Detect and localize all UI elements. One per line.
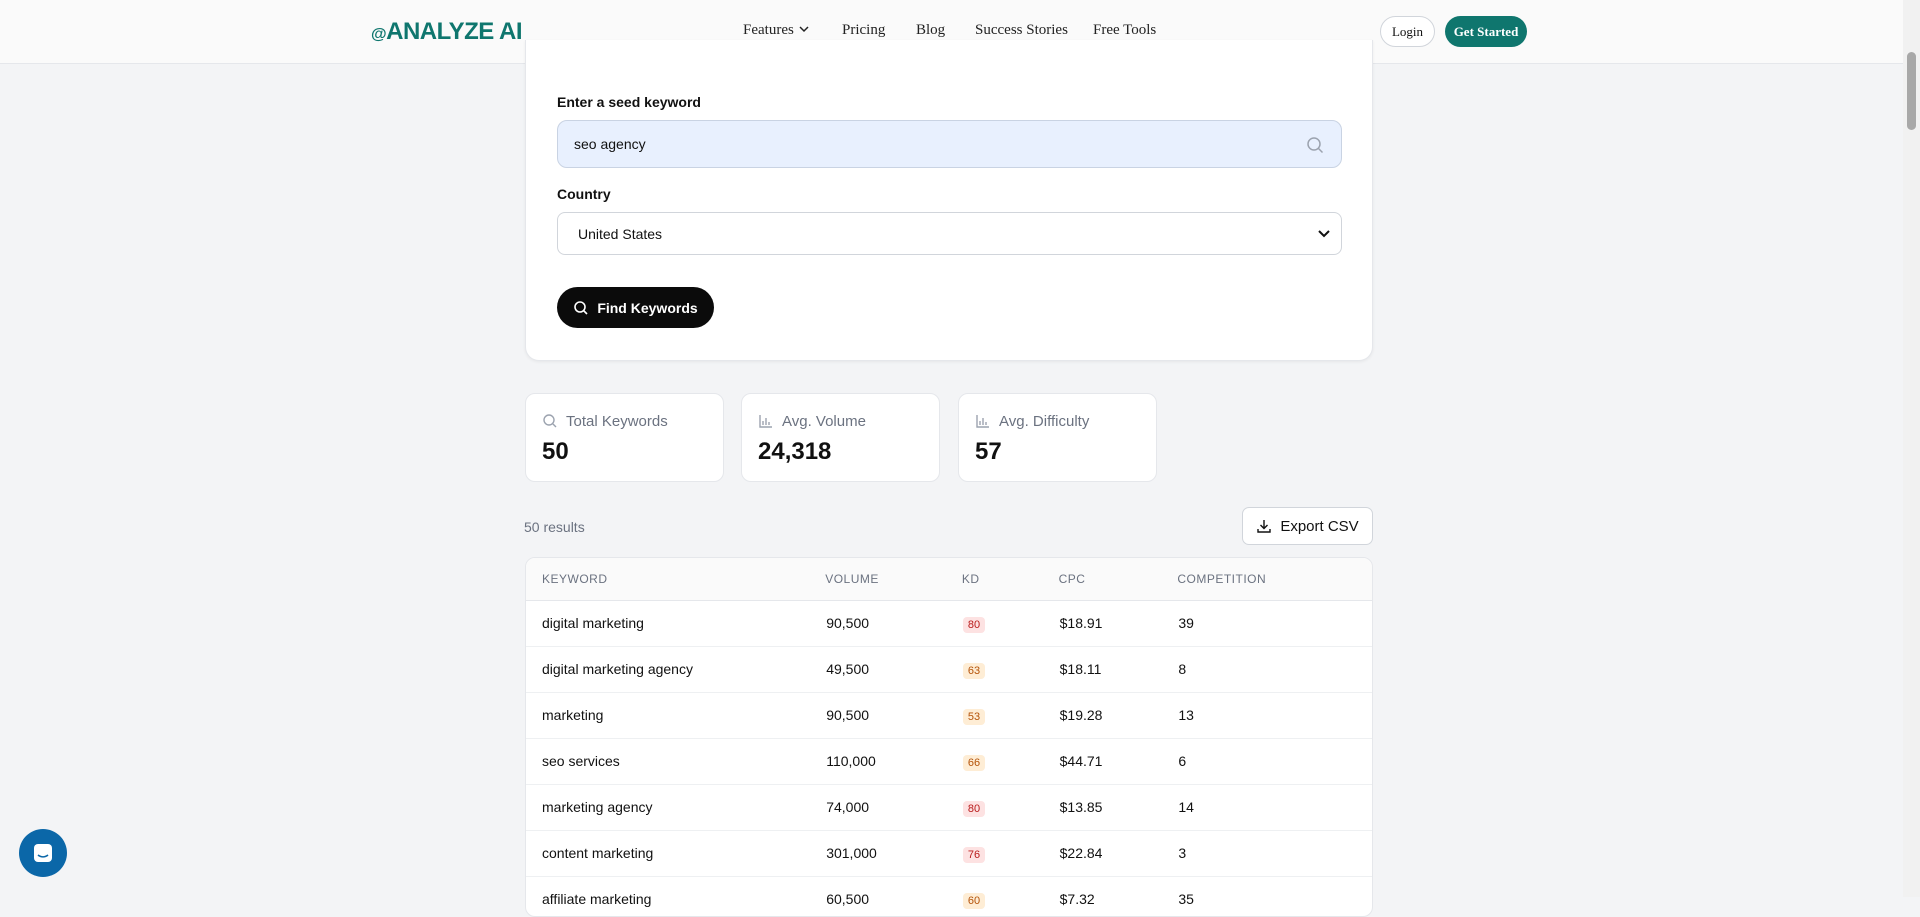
- column-header: KEYWORD: [526, 558, 826, 601]
- keyword-input[interactable]: seo agency: [557, 120, 1342, 168]
- kd-badge: 80: [962, 617, 986, 633]
- stat-value: 50: [542, 438, 569, 465]
- nav-text[interactable]: Features: [743, 22, 794, 38]
- chat-icon: [34, 844, 52, 862]
- keyword-cell: content marketing: [526, 830, 826, 877]
- results-count: 50 results: [524, 519, 585, 535]
- cta-button[interactable]: Get Started: [1445, 16, 1527, 47]
- column-header: VOLUME: [825, 558, 962, 601]
- table: KEYWORD VOLUME KD CPC COMPETITION digital mar…: [526, 558, 1372, 916]
- results-table: KEYWORD VOLUME KD CPC COMPETITION digital mar…: [525, 557, 1373, 917]
- data-cell: $13.85: [1058, 784, 1178, 831]
- data-cell: 14: [1177, 784, 1372, 831]
- table-row: marketing agency 74,000 80 $13.85 14: [526, 784, 1372, 831]
- keyword-cell: digital marketing agency: [526, 646, 826, 693]
- stat-card: Total Keywords 50: [525, 393, 724, 482]
- data-cell: 49,500: [825, 646, 962, 693]
- column-header: COMPETITION: [1177, 558, 1372, 601]
- data-cell: 39: [1177, 600, 1372, 647]
- table-row: digital marketing 90,500 80 $18.91 39: [526, 600, 1372, 647]
- data-cell: $22.84: [1058, 830, 1178, 877]
- scroll-thumb[interactable]: [1907, 52, 1916, 130]
- nav-features[interactable]: Features: [743, 22, 810, 39]
- country-select[interactable]: United States: [557, 212, 1342, 255]
- data-cell: 90,500: [825, 692, 962, 739]
- chevron: [799, 26, 809, 33]
- keyword-label: Enter a seed keyword: [557, 94, 701, 110]
- table-row: seo services 110,000 66 $44.71 6: [526, 738, 1372, 785]
- kd-cell: 80: [961, 784, 1059, 831]
- keyword-cell: seo services: [526, 738, 826, 785]
- data-cell: 3: [1177, 830, 1372, 877]
- nav-blog[interactable]: Blog: [916, 22, 946, 38]
- keyword-cell: marketing: [526, 692, 826, 739]
- country-value[interactable]: United States: [578, 226, 663, 242]
- table-row: marketing 90,500 53 $19.28 13: [526, 692, 1372, 739]
- search-icon: [1307, 137, 1324, 154]
- select-chevron: [1318, 230, 1330, 238]
- keyword-cell: marketing agency: [526, 784, 826, 831]
- button-icon: [574, 300, 588, 315]
- kd-badge: 63: [962, 663, 986, 679]
- kd-badge: 66: [962, 755, 986, 771]
- keyword-value[interactable]: seo agency: [574, 136, 646, 152]
- button-text[interactable]: Find Keywords: [597, 299, 698, 316]
- column-header: CPC: [1058, 558, 1178, 601]
- scrollbar: [1903, 0, 1920, 897]
- export-text[interactable]: Export CSV: [1280, 517, 1359, 535]
- data-cell: $18.11: [1058, 646, 1178, 693]
- nav-tools[interactable]: Free Tools: [1093, 22, 1157, 38]
- logo[interactable]: @ANALYZE AI: [371, 18, 523, 45]
- stat-label: Total Keywords: [566, 413, 668, 430]
- stat-value: 24,318: [758, 438, 832, 465]
- data-cell: $44.71: [1058, 738, 1178, 785]
- data-cell: 13: [1177, 692, 1372, 739]
- search-card: Enter a seed keyword seo agency Country …: [525, 40, 1373, 361]
- stat-icon: [758, 413, 774, 434]
- data-cell: 110,000: [825, 738, 962, 785]
- nav-stories[interactable]: Success Stories: [975, 22, 1068, 38]
- table-row: digital marketing agency 49,500 63 $18.11 8: [526, 646, 1372, 693]
- kd-cell: 63: [961, 646, 1059, 693]
- stat-label: Avg. Difficulty: [999, 413, 1090, 430]
- stat-label: Avg. Volume: [782, 413, 866, 430]
- stat-icon: [542, 413, 558, 434]
- keyword-cell: digital marketing: [526, 600, 826, 647]
- data-cell: 8: [1177, 646, 1372, 693]
- header-row: KEYWORD VOLUME KD CPC COMPETITION: [526, 558, 1372, 601]
- data-cell: 6: [1177, 738, 1372, 785]
- stat-card: Avg. Difficulty 57: [958, 393, 1157, 482]
- stat-icon: [975, 413, 991, 434]
- kd-badge: 60: [962, 893, 986, 909]
- data-cell: $18.91: [1058, 600, 1178, 647]
- column-header: KD: [961, 558, 1059, 601]
- data-cell: 74,000: [825, 784, 962, 831]
- export-button[interactable]: Export CSV: [1242, 507, 1373, 545]
- data-cell: 301,000: [825, 830, 962, 877]
- kd-badge: 53: [962, 709, 986, 725]
- table-row: content marketing 301,000 76 $22.84 3: [526, 830, 1372, 877]
- table-body: digital marketing 90,500 80 $18.91 39 digital…: [526, 600, 1372, 916]
- kd-cell: 53: [961, 692, 1059, 739]
- kd-cell: 76: [961, 830, 1059, 877]
- data-cell: $19.28: [1058, 692, 1178, 739]
- download-icon: [1257, 520, 1272, 533]
- find-button[interactable]: Find Keywords: [557, 287, 714, 328]
- nav-pricing[interactable]: Pricing: [842, 22, 886, 38]
- login-button[interactable]: Login: [1380, 16, 1435, 47]
- kd-badge: 76: [962, 847, 986, 863]
- stat-value: 57: [975, 438, 1002, 465]
- chat-launcher[interactable]: [19, 829, 67, 877]
- stat-card: Avg. Volume 24,318: [741, 393, 940, 482]
- logo-text[interactable]: ANALYZE AI: [386, 18, 523, 45]
- data-cell: 90,500: [825, 600, 962, 647]
- country-label: Country: [557, 186, 611, 202]
- kd-cell: 66: [961, 738, 1059, 785]
- kd-badge: 80: [962, 801, 986, 817]
- kd-cell: 80: [961, 600, 1059, 647]
